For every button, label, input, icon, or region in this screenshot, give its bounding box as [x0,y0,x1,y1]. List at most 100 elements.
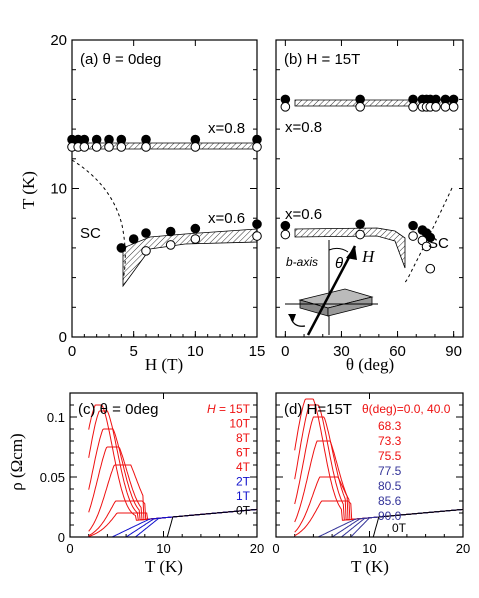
panel-c-ticks: 0 10 20 0 0.05 0.1 [40,392,264,556]
data-point-filled [141,228,151,238]
data-point-open [165,240,176,250]
legend-entry: 68.3 [378,419,402,433]
rho-curve-red [88,464,258,532]
a-label-x06: x=0.6 [208,210,245,227]
panel-b-xlabel: θ (deg) [346,355,394,374]
data-point-open [448,102,459,112]
legend-entry: 6T [236,446,251,460]
x-tick-label: 90 [445,343,462,360]
panel-c-xlabel: T (K) [145,557,183,576]
legend-prefix: H [207,402,219,416]
b-label-x08: x=0.8 [285,119,322,136]
a-band-x06 [122,228,258,288]
data-point-open [104,142,114,152]
legend-entry: 77.5 [378,464,402,478]
panel-a-frame [71,39,258,338]
legend-entry: 75.5 [378,449,402,463]
panel-a-xlabel: H (T) [145,355,183,374]
y-tick-label: 0.05 [40,470,65,485]
b-axis-label: b-axis [286,255,318,269]
b-band-x06 [294,227,406,269]
x-tick-label: 0 [68,343,76,360]
data-point-open [408,102,418,112]
rho-curve-blue [88,508,258,538]
panel-d: 0 10 20 (d) H=15T θ(deg)=0.0, 40.0 68.373.… [272,392,470,576]
data-point-open [280,102,291,112]
data-point-open [440,102,451,112]
data-point-open [91,142,102,152]
data-point-open [252,231,262,241]
y-tick-label: 0.1 [47,410,65,425]
panel-c: 0 10 20 0 0.05 0.1 (c) θ = 0deg H = 15T10T8T6… [7,392,264,576]
legend-entry: 90.0 [378,509,402,523]
legend-entry: 85.6 [378,494,402,508]
b-sc-boundary [402,187,453,284]
d-label-0t: 0T [392,521,407,535]
data-point-filled [165,226,176,237]
panel-c-curves [88,404,258,538]
rho-curve-blue [88,508,258,538]
legend-entry: 80.5 [378,479,402,493]
data-point-open [190,234,201,244]
panel-b-ticks: 0 30 60 90 [276,39,463,360]
data-point-open [116,142,127,152]
x-tick-label: 60 [389,343,406,360]
data-point-filled [408,220,418,231]
data-point-open [355,102,365,112]
data-point-open [79,142,90,152]
data-point-filled [252,219,262,229]
a-label-sc: SC [80,225,101,242]
x-tick-label: 20 [250,541,264,556]
b-label-x06: x=0.6 [285,206,322,223]
panel-b: 0 30 60 90 (b) H = 15T x=0.8 x=0.6 SC b-axi… [275,39,464,374]
legend-entry: 10T [229,417,250,431]
panel-a-ticks: 0 5 10 15 0 10 20 [50,32,265,360]
data-point-open [141,142,151,152]
rho-curve-black [294,508,464,538]
field-arrow [306,245,357,336]
a-label-x08: x=0.8 [208,120,245,137]
panel-b-frame [275,39,464,338]
legend-entry: 8T [236,431,251,445]
x-tick-label: 0 [281,343,289,360]
x-tick-label: 0 [66,541,73,556]
rho-curve-black [88,508,258,538]
legend-entry: 0T [236,504,251,518]
data-point-filled [190,223,201,234]
panel-d-label: (d) H=15T [284,401,352,418]
x-tick-label: 5 [129,343,137,360]
legend-entry: 2T [236,475,251,489]
panel-d-legend-header: θ(deg)=0.0, 40.0 [362,402,451,416]
x-tick-label: 15 [249,343,266,360]
rho-curve-blue [88,508,258,538]
legend-entry: H = 15T [207,402,251,416]
data-point-filled [128,234,139,244]
legend-entry: 73.3 [378,434,402,448]
field-arrow-label: H [361,247,376,266]
data-point-open [431,102,441,112]
panel-a-ylabel: T (K) [19,171,38,209]
rho-curve-red [88,428,258,521]
data-point-open [141,246,151,256]
rho-curve-red [88,508,258,538]
theta-symbol: θ [335,255,343,272]
y-tick-label: 20 [50,32,67,49]
a-sc-boundary [71,159,126,281]
panel-d-xlabel: T (K) [351,557,389,576]
panel-d-curves [294,398,464,538]
x-tick-label: 30 [333,343,350,360]
legend-entry: 1T [236,489,251,503]
data-point-open [190,142,201,152]
panel-c-label: (c) θ = 0deg [78,401,158,418]
panel-a-label: (a) θ = 0deg [80,51,161,68]
b-label-sc: SC [428,235,449,252]
legend-entry: 4T [236,460,251,474]
panel-b-points [280,94,459,274]
x-tick-label: 10 [187,343,204,360]
data-point-open [421,241,432,252]
panel-c-ylabel: ρ (Ωcm) [7,433,26,490]
y-tick-label: 0 [59,329,67,346]
field-geometry-sketch: b-axis θ H [285,240,378,336]
